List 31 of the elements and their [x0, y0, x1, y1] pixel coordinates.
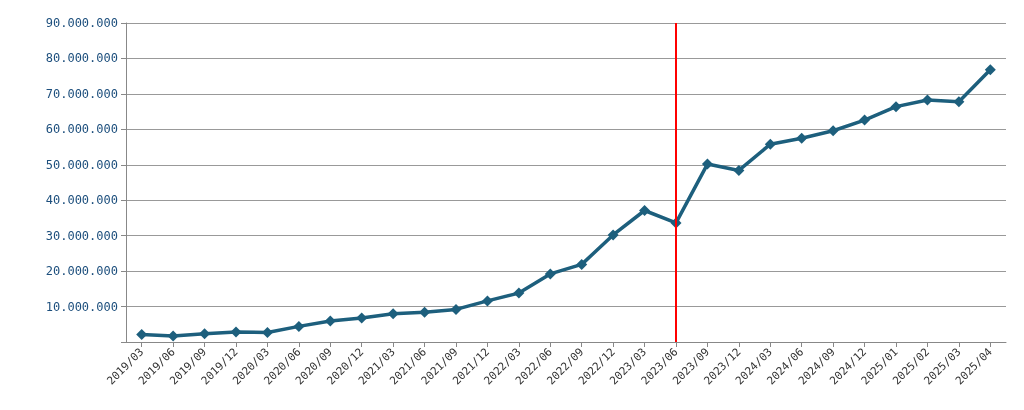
point: [890, 101, 902, 113]
point: [764, 138, 776, 150]
y-tick-label: 60.000.000: [45, 122, 118, 137]
point: [544, 268, 556, 280]
y-tick-label: 70.000.000: [45, 86, 118, 101]
point: [481, 295, 493, 307]
point: [796, 132, 808, 144]
point: [921, 94, 933, 106]
point: [639, 205, 651, 216]
y-tick-label: 10.000.000: [45, 299, 118, 314]
point: [387, 308, 399, 320]
point: [859, 114, 871, 126]
point: [576, 258, 588, 270]
point: [701, 158, 713, 170]
y-tick-label: 30.000.000: [45, 228, 118, 243]
point: [230, 326, 242, 338]
point: [984, 64, 996, 76]
point: [450, 303, 462, 315]
point: [167, 330, 179, 342]
y-tick-label: 20.000.000: [45, 264, 118, 279]
point: [513, 287, 525, 299]
y-tick-label: 50.000.000: [45, 157, 118, 172]
point: [293, 320, 305, 332]
y-tick-label: 80.000.000: [45, 51, 118, 66]
point: [953, 96, 965, 108]
point: [607, 229, 619, 241]
y-tick-label: 40.000.000: [45, 193, 118, 208]
point: [827, 125, 839, 137]
point: [733, 164, 745, 176]
point: [324, 315, 336, 327]
y-tick-label: 90.000.000: [45, 16, 118, 30]
